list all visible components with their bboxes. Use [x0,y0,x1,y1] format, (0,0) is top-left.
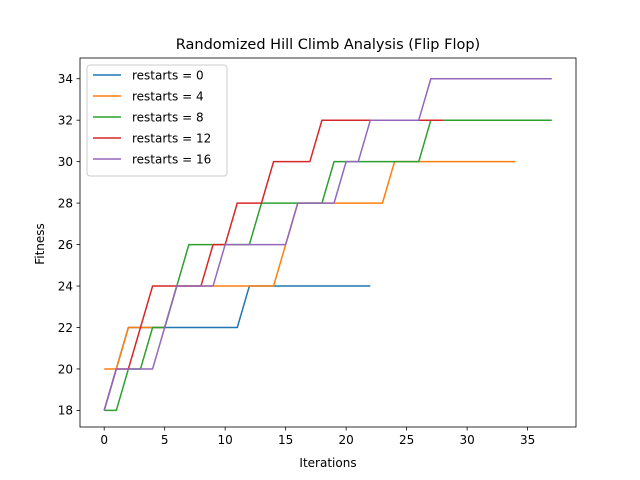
legend-label-3: restarts = 12 [132,131,211,145]
series-line-4 [103,77,552,411]
x-tick-label: 5 [161,433,169,447]
y-tick-label: 30 [58,155,73,169]
y-tick-label: 34 [58,72,73,86]
chart-title: Randomized Hill Climb Analysis (Flip Flo… [176,37,480,53]
y-tick-label: 22 [58,321,73,335]
legend-label-1: restarts = 4 [132,89,204,103]
x-tick-label: 20 [339,433,354,447]
x-tick-label: 0 [100,433,108,447]
x-tick-label: 35 [520,433,535,447]
y-tick-label: 32 [58,113,73,127]
series-line-0 [103,285,371,411]
legend-box [86,64,228,177]
series-line-1 [104,160,516,370]
x-tick-label: 25 [399,433,414,447]
legend-label-4: restarts = 16 [132,152,211,166]
y-tick-label: 24 [58,279,73,293]
x-tick-label: 15 [278,433,293,447]
legend-label-2: restarts = 8 [132,110,204,124]
axes-frame [79,57,577,428]
y-tick-label: 26 [58,238,73,252]
y-tick-label: 28 [58,196,73,210]
legend-label-0: restarts = 0 [132,68,204,82]
y-tick-label: 18 [58,404,73,418]
x-axis-label: Iterations [299,456,356,470]
x-tick-label: 10 [218,433,233,447]
legend: restarts = 0 restarts = 4 restarts = 8 rest… [86,64,228,177]
y-axis-label: Fitness [33,223,47,265]
y-tick-label: 20 [58,362,73,376]
plot-area: 0 5 10 15 20 25 30 35 18 20 22 24 26 28 30 32 34 [58,57,577,447]
x-tick-label: 30 [459,433,474,447]
series-line-2 [104,119,552,412]
